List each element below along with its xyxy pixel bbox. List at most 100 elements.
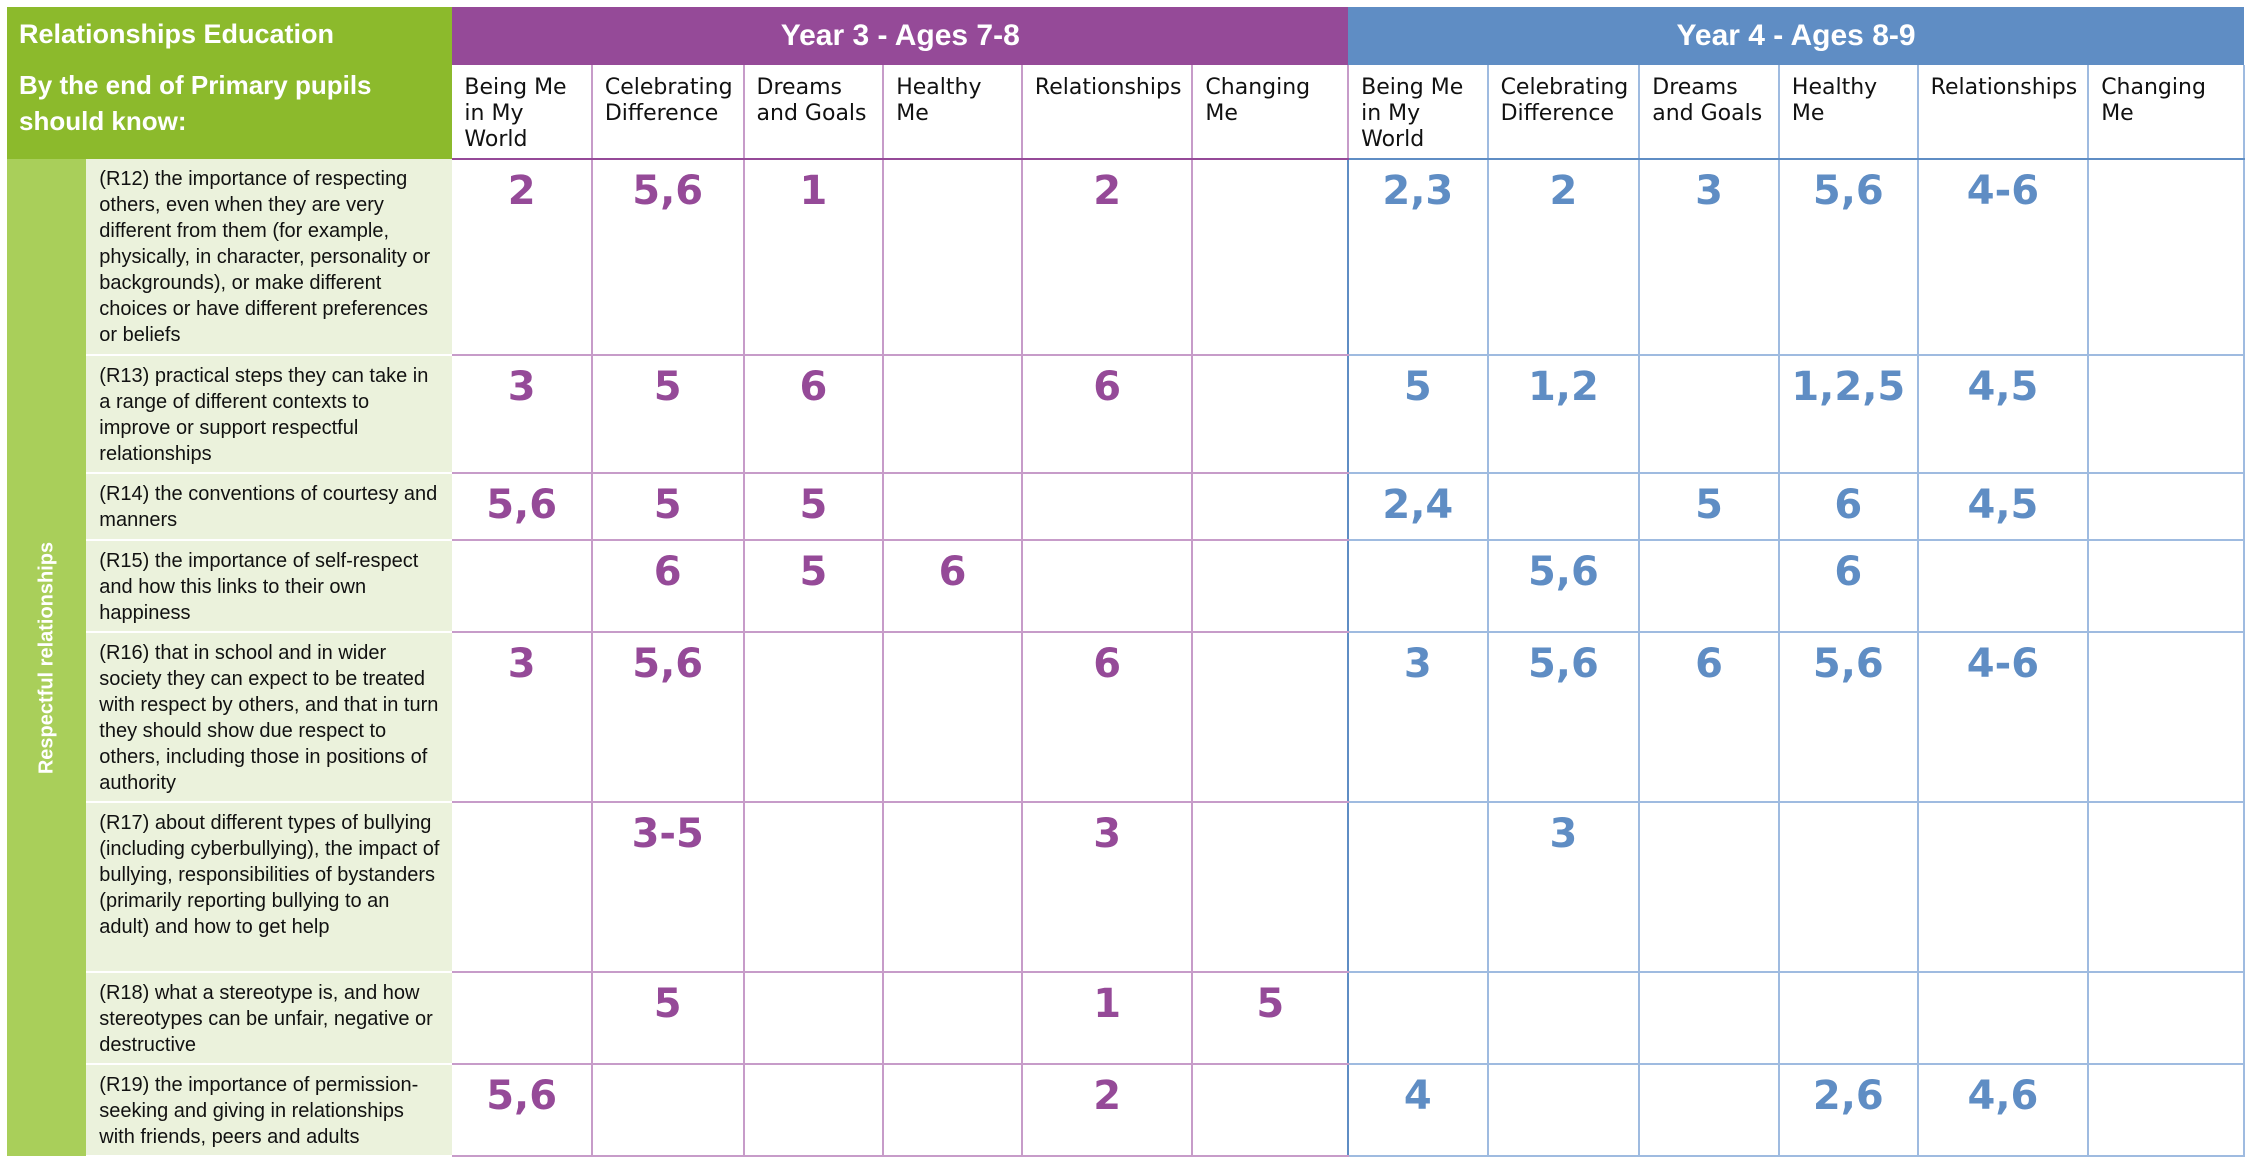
year3-lesson-cell: 5 — [1192, 972, 1350, 1065]
objective-text: (R16) that in school and in wider societ… — [86, 632, 453, 803]
year4-lesson-cell: 2,6 — [1778, 1064, 1919, 1157]
year3-lesson-cell: 5,6 — [452, 473, 593, 541]
objective-text: (R14) the conventions of courtesy and ma… — [86, 473, 453, 541]
objective-text: (R19) the importance of permission-seeki… — [86, 1064, 453, 1157]
table-row: (R13) practical steps they can take in a… — [7, 355, 2245, 474]
table-row: (R19) the importance of permission-seeki… — [7, 1064, 2245, 1157]
year4-column-header: Dreams and Goals — [1639, 65, 1780, 160]
year3-column-header: Being Me in My World — [452, 65, 593, 160]
year3-lesson-cell — [883, 802, 1023, 973]
year3-lesson-cell: 6 — [743, 355, 885, 474]
year4-lesson-cell: 4,5 — [1917, 355, 2090, 474]
year4-lesson-cell — [1778, 972, 1919, 1065]
year4-column-header: Healthy Me — [1778, 65, 1919, 160]
year3-lesson-cell: 1 — [1021, 972, 1194, 1065]
year3-lesson-cell: 1 — [743, 159, 885, 356]
year4-lesson-cell — [2088, 972, 2245, 1065]
objective-text: (R13) practical steps they can take in a… — [86, 355, 453, 474]
year4-lesson-cell — [1348, 802, 1489, 973]
table-row: (R15) the importance of self-respect and… — [7, 540, 2245, 633]
year3-lesson-cell: 6 — [1021, 632, 1194, 803]
year3-lesson-cell: 5 — [743, 540, 885, 633]
year3-lesson-cell — [452, 802, 593, 973]
year3-lesson-cell: 5 — [743, 473, 885, 541]
year4-lesson-cell: 6 — [1778, 540, 1919, 633]
year3-column-header: Healthy Me — [883, 65, 1023, 160]
year4-column-header: Relationships — [1917, 65, 2090, 160]
curriculum-table: Relationships Education By the end of Pr… — [7, 7, 2245, 1157]
year3-lesson-cell: 5 — [591, 355, 745, 474]
year3-lesson-cell — [883, 473, 1023, 541]
year4-lesson-cell — [1639, 802, 1780, 973]
objective-text: (R18) what a stereotype is, and how ster… — [86, 972, 453, 1065]
year4-lesson-cell — [1348, 972, 1489, 1065]
year3-lesson-cell: 5,6 — [591, 632, 745, 803]
year3-lesson-cell — [1192, 632, 1350, 803]
year3-column-header: Changing Me — [1192, 65, 1350, 160]
year3-lesson-cell — [1021, 473, 1194, 541]
year4-lesson-cell — [1917, 540, 2090, 633]
year3-lesson-cell: 3-5 — [591, 802, 745, 973]
year4-lesson-cell: 5,6 — [1778, 159, 1919, 356]
year3-lesson-cell — [743, 1064, 885, 1157]
year4-lesson-cell: 5,6 — [1487, 632, 1641, 803]
year3-lesson-cell — [883, 355, 1023, 474]
objective-text: (R15) the importance of self-respect and… — [86, 540, 453, 633]
year4-lesson-cell: 3 — [1639, 159, 1780, 356]
year4-column-header: Being Me in My World — [1348, 65, 1489, 160]
year3-lesson-cell: 6 — [1021, 355, 1194, 474]
year4-lesson-cell — [1917, 802, 2090, 973]
year3-lesson-cell: 5,6 — [591, 159, 745, 356]
year4-lesson-cell: 3 — [1487, 802, 1641, 973]
year4-lesson-cell — [1348, 540, 1489, 633]
year4-lesson-cell: 6 — [1639, 632, 1780, 803]
year3-lesson-cell — [452, 540, 593, 633]
header-title-block: Relationships Education By the end of Pr… — [7, 7, 453, 159]
year3-lesson-cell — [1192, 802, 1350, 973]
year4-lesson-cell: 4 — [1348, 1064, 1489, 1157]
year3-lesson-cell: 3 — [452, 355, 593, 474]
table-row: Respectful relationships (R12) the import… — [7, 159, 2245, 1156]
table-row: (R17) about different types of bullying … — [7, 802, 2245, 973]
year-band-row: Relationships Education By the end of Pr… — [7, 7, 2244, 159]
year4-lesson-cell: 2 — [1487, 159, 1641, 356]
year4-lesson-cell: 2,3 — [1348, 159, 1489, 356]
year3-lesson-cell — [883, 972, 1023, 1065]
year4-lesson-cell — [1487, 972, 1641, 1065]
year3-lesson-cell — [883, 159, 1023, 356]
year4-lesson-cell: 1,2,5 — [1778, 355, 1919, 474]
year4-lesson-cell — [1917, 972, 2090, 1065]
page-title: Relationships Education — [19, 19, 335, 49]
year4-lesson-cell — [1639, 1064, 1780, 1157]
year3-lesson-cell — [1192, 1064, 1350, 1157]
year3-lesson-cell — [591, 1064, 745, 1157]
year4-lesson-cell: 5,6 — [1487, 540, 1641, 633]
year4-lesson-cell — [2088, 159, 2245, 356]
year4-lesson-cell: 4-6 — [1917, 159, 2090, 356]
year3-lesson-cell — [1192, 540, 1350, 633]
year4-lesson-cell — [2088, 1064, 2245, 1157]
objective-text: (R17) about different types of bullying … — [86, 802, 453, 973]
year3-lesson-cell — [1192, 473, 1350, 541]
year3-column-header: Relationships — [1021, 65, 1194, 160]
year4-header: Year 4 - Ages 8-9 — [1348, 7, 2244, 65]
year3-lesson-cell — [1192, 355, 1350, 474]
year4-lesson-cell — [1778, 802, 1919, 973]
year4-lesson-cell: 4,6 — [1917, 1064, 2090, 1157]
section-label: Respectful relationships — [35, 541, 58, 774]
page-subtitle: By the end of Primary pupils should know… — [19, 70, 372, 136]
year3-lesson-cell — [883, 632, 1023, 803]
year3-lesson-cell: 6 — [883, 540, 1023, 633]
year4-lesson-cell — [1639, 355, 1780, 474]
year3-lesson-cell — [1021, 540, 1194, 633]
year3-lesson-cell — [883, 1064, 1023, 1157]
section-label-cell: Respectful relationships — [7, 159, 87, 1156]
year4-lesson-cell — [1487, 473, 1641, 541]
table-row: (R16) that in school and in wider societ… — [7, 632, 2245, 803]
year3-lesson-cell: 5,6 — [452, 1064, 593, 1157]
year4-lesson-cell — [1639, 972, 1780, 1065]
year3-column-header: Celebrating Difference — [591, 65, 745, 160]
year3-lesson-cell — [743, 632, 885, 803]
year4-lesson-cell — [2088, 540, 2245, 633]
